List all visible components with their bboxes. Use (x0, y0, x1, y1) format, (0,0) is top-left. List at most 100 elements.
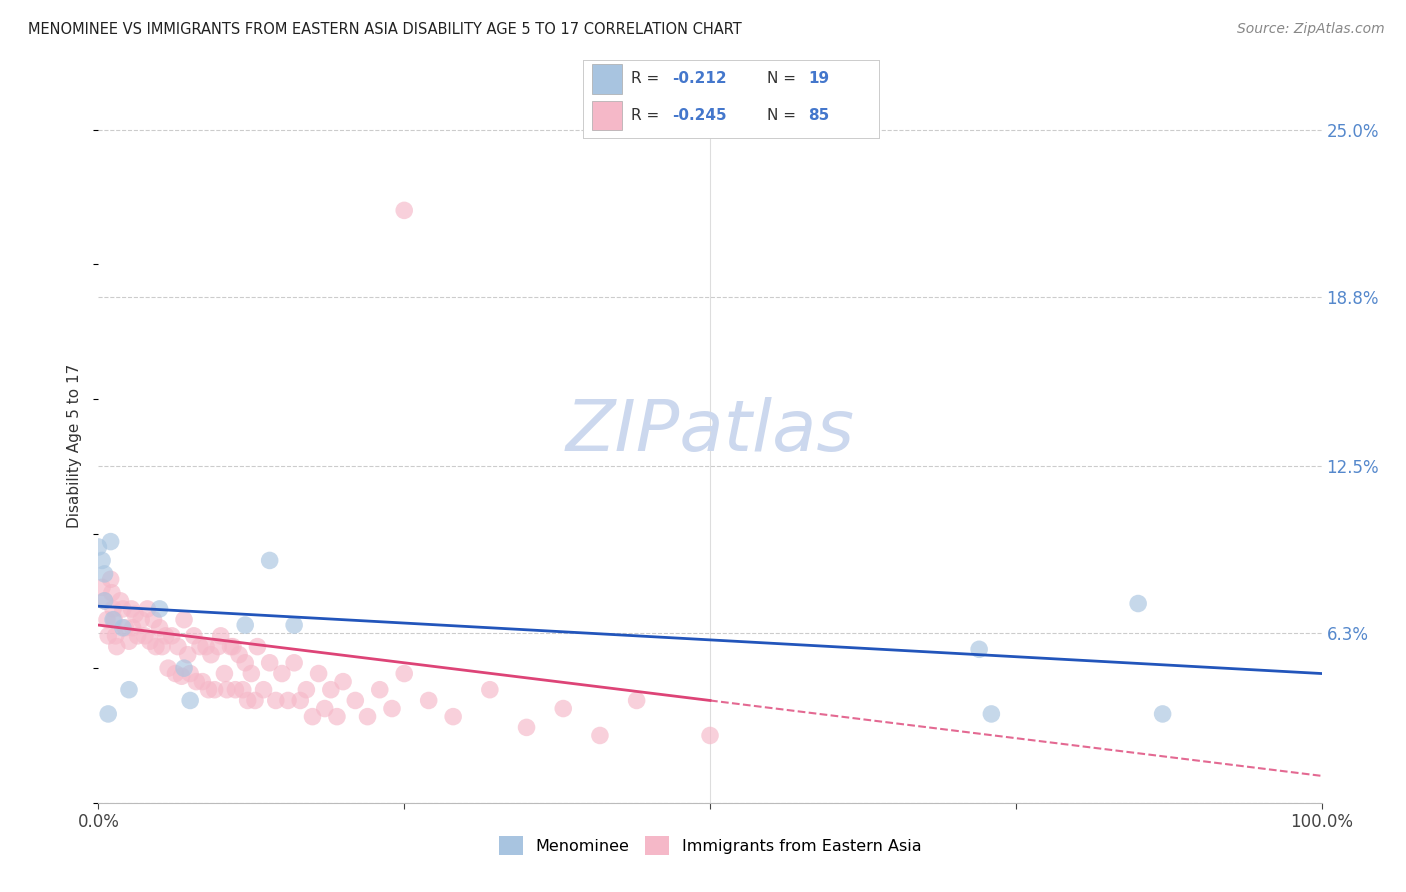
Point (290, 693, 312, 707)
Point (191, 674, 214, 689)
Point (478, 682, 501, 697)
Point (219, 640, 242, 654)
Point (165, 666, 187, 681)
Point (127, 629, 149, 643)
Text: MENOMINEE VS IMMIGRANTS FROM EASTERN ASIA DISABILITY AGE 5 TO 17 CORRELATION CHA: MENOMINEE VS IMMIGRANTS FROM EASTERN ASI… (28, 22, 742, 37)
Text: N =: N = (766, 71, 800, 87)
Point (157, 661, 180, 675)
Point (1128, 597, 1150, 611)
Point (93, 594, 115, 608)
Point (96, 613, 118, 627)
Legend: Menominee, Immigrants from Eastern Asia: Menominee, Immigrants from Eastern Asia (499, 836, 921, 855)
Point (139, 634, 162, 648)
Point (114, 621, 136, 635)
Point (155, 629, 177, 643)
Point (149, 602, 172, 616)
Text: -0.245: -0.245 (672, 108, 727, 123)
Point (136, 602, 159, 616)
Point (91, 580, 114, 594)
Point (110, 594, 132, 608)
Point (167, 640, 190, 654)
Point (1152, 706, 1174, 721)
Text: -0.212: -0.212 (672, 71, 727, 87)
Point (101, 613, 124, 627)
Point (967, 642, 990, 657)
Point (381, 701, 404, 715)
Point (149, 621, 172, 635)
Point (100, 534, 122, 549)
Point (301, 709, 323, 723)
Bar (592, 101, 621, 130)
Point (368, 682, 391, 697)
Point (392, 666, 416, 681)
Point (118, 682, 141, 697)
Point (295, 682, 318, 697)
Point (129, 613, 152, 627)
Text: Source: ZipAtlas.com: Source: ZipAtlas.com (1237, 22, 1385, 37)
Point (142, 613, 165, 627)
Point (233, 618, 256, 632)
Point (195, 640, 218, 654)
Point (392, 203, 416, 218)
Point (308, 666, 330, 681)
Point (134, 629, 156, 643)
Point (120, 602, 142, 616)
Point (204, 682, 226, 697)
Point (553, 701, 575, 715)
Point (222, 640, 245, 654)
Point (441, 709, 464, 723)
Point (93, 566, 115, 581)
Point (183, 629, 205, 643)
Point (314, 701, 336, 715)
Point (97, 629, 120, 643)
Point (240, 666, 263, 681)
Point (283, 656, 305, 670)
Point (209, 629, 232, 643)
Point (344, 693, 367, 707)
Point (87, 540, 110, 554)
Point (188, 640, 211, 654)
Point (215, 682, 238, 697)
Text: R =: R = (631, 71, 664, 87)
Point (319, 682, 342, 697)
Point (173, 613, 195, 627)
Point (104, 629, 127, 643)
Point (179, 693, 201, 707)
Point (356, 709, 378, 723)
Point (170, 669, 193, 683)
Point (259, 553, 281, 567)
Point (283, 618, 305, 632)
Point (177, 648, 200, 662)
Point (626, 693, 648, 707)
Point (103, 613, 125, 627)
Point (111, 602, 134, 616)
Text: N =: N = (766, 108, 800, 123)
Point (232, 682, 254, 697)
Point (224, 682, 246, 697)
Point (233, 656, 256, 670)
Point (418, 693, 440, 707)
Point (589, 729, 612, 743)
Point (236, 693, 259, 707)
Bar (592, 63, 621, 94)
Text: 85: 85 (808, 108, 830, 123)
Text: ZIPatlas: ZIPatlas (565, 397, 855, 467)
Point (277, 693, 299, 707)
Point (150, 640, 173, 654)
Point (100, 572, 122, 586)
Point (228, 648, 250, 662)
Point (145, 640, 167, 654)
Point (105, 640, 128, 654)
Text: 19: 19 (808, 71, 830, 87)
Point (124, 607, 146, 622)
Point (118, 634, 141, 648)
Point (179, 666, 201, 681)
Point (93, 594, 115, 608)
Point (214, 666, 236, 681)
Point (243, 693, 266, 707)
Point (200, 648, 222, 662)
Point (252, 682, 274, 697)
Point (101, 586, 124, 600)
Point (111, 621, 134, 635)
Point (264, 693, 287, 707)
